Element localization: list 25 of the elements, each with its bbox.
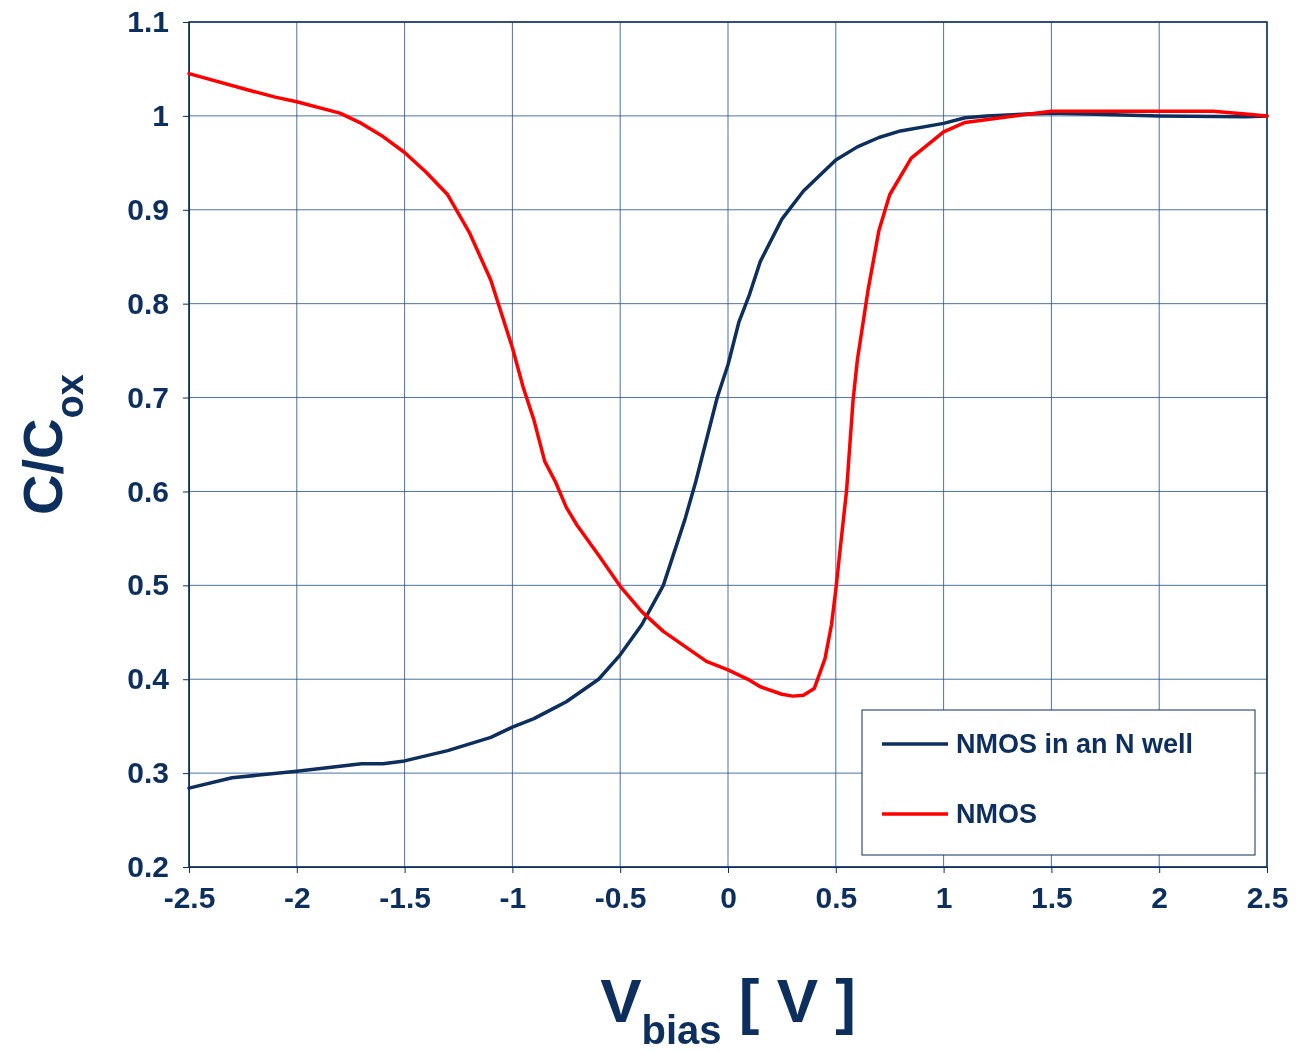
legend-label: NMOS	[956, 799, 1037, 829]
y-tick-label: 0.5	[127, 568, 169, 602]
x-tick-label: -1.5	[379, 881, 431, 915]
x-tick-label: -2	[283, 881, 311, 915]
x-tick-label: -1	[499, 881, 527, 915]
x-tick-label: -0.5	[594, 881, 647, 915]
y-tick-label: 0.4	[127, 662, 170, 696]
x-tick-label: 0	[720, 881, 737, 915]
x-tick-label: 1.5	[1031, 881, 1073, 915]
x-tick-label: 0.5	[815, 881, 858, 915]
y-tick-label: 0.9	[127, 192, 169, 226]
line-series	[187, 71, 1269, 698]
x-tick-label: -2.5	[163, 881, 216, 915]
legend-label: NMOS in an N well	[956, 729, 1194, 759]
y-tick-label: 1	[152, 98, 169, 132]
x-axis-title: V$_{bias}$ [ V ]	[600, 966, 856, 1052]
x-tick-label: 1	[935, 881, 953, 915]
y-tick-label: 0.2	[127, 850, 169, 884]
y-tick-label: 0.8	[127, 286, 169, 320]
y-tick-label: 1.1	[127, 5, 169, 39]
y-tick-label: 0.6	[127, 474, 169, 508]
y-tick-label: 0.3	[127, 756, 169, 790]
x-tick-label: 2.5	[1246, 881, 1289, 915]
x-tick-label: 2	[1151, 881, 1169, 915]
y-tick-label: 0.7	[127, 380, 169, 414]
